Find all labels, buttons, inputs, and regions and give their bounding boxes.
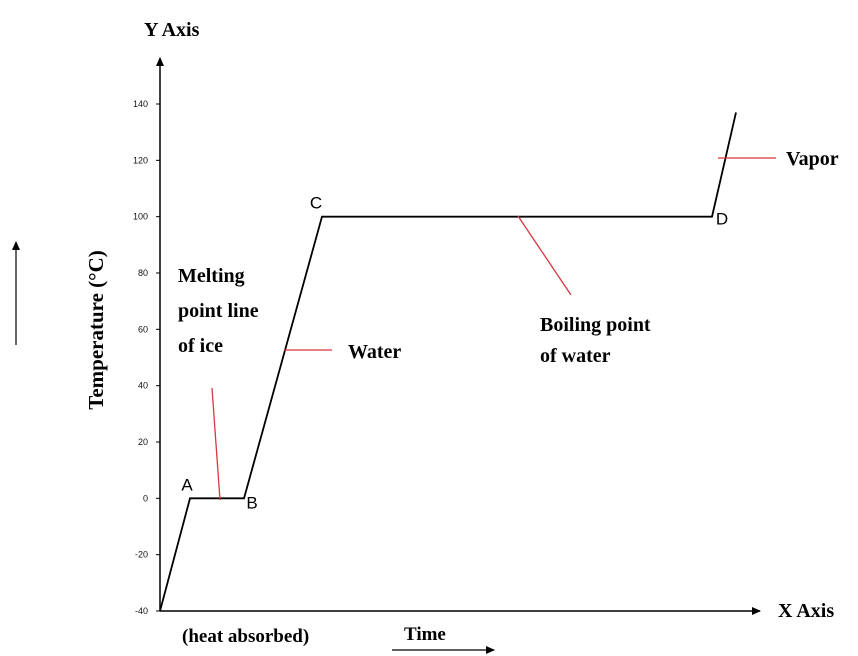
point-label-b: B [246, 493, 257, 512]
water-annotation: Water [348, 341, 401, 363]
boiling-annotation: Boiling point of water [540, 314, 656, 367]
melting-annotation-line-2: point line [178, 300, 259, 322]
boiling-annotation-line-2: of water [540, 345, 611, 367]
point-labels: A B C D [181, 194, 728, 513]
x-axis-title: X Axis [778, 600, 834, 622]
y-ticks: 140 120 100 80 60 40 20 0 -20 -40 [133, 99, 160, 616]
y-tick-label: 20 [138, 437, 148, 447]
boiling-annotation-line-1: Boiling point [540, 314, 651, 336]
y-tick-label: 80 [138, 268, 148, 278]
y-tick-label: -20 [135, 550, 148, 560]
series-line [159, 112, 737, 612]
melting-annotation: Melting point line of ice [178, 265, 264, 357]
point-label-a: A [181, 475, 193, 494]
y-tick-label: 140 [133, 99, 148, 109]
y-axis-title: Y Axis [144, 19, 200, 41]
melting-annotation-line-1: Melting [178, 265, 245, 287]
boiling-leader-line [517, 215, 572, 296]
vapor-annotation: Vapor [786, 148, 839, 170]
y-tick-label: 40 [138, 381, 148, 391]
y-tick-label: 60 [138, 324, 148, 334]
y-tick-label: 120 [133, 155, 148, 165]
x-axis-label-time: Time [404, 624, 446, 645]
point-label-c: C [310, 194, 322, 213]
melting-annotation-line-3: of ice [178, 335, 223, 357]
y-axis-label: Temperature (°C) [84, 250, 108, 409]
y-tick-label: -40 [135, 606, 148, 616]
melting-leader-line [211, 387, 221, 501]
y-tick-label: 0 [143, 493, 148, 503]
x-axis-label-heat: (heat absorbed) [182, 626, 309, 647]
y-tick-label: 100 [133, 212, 148, 222]
point-label-d: D [716, 210, 728, 229]
